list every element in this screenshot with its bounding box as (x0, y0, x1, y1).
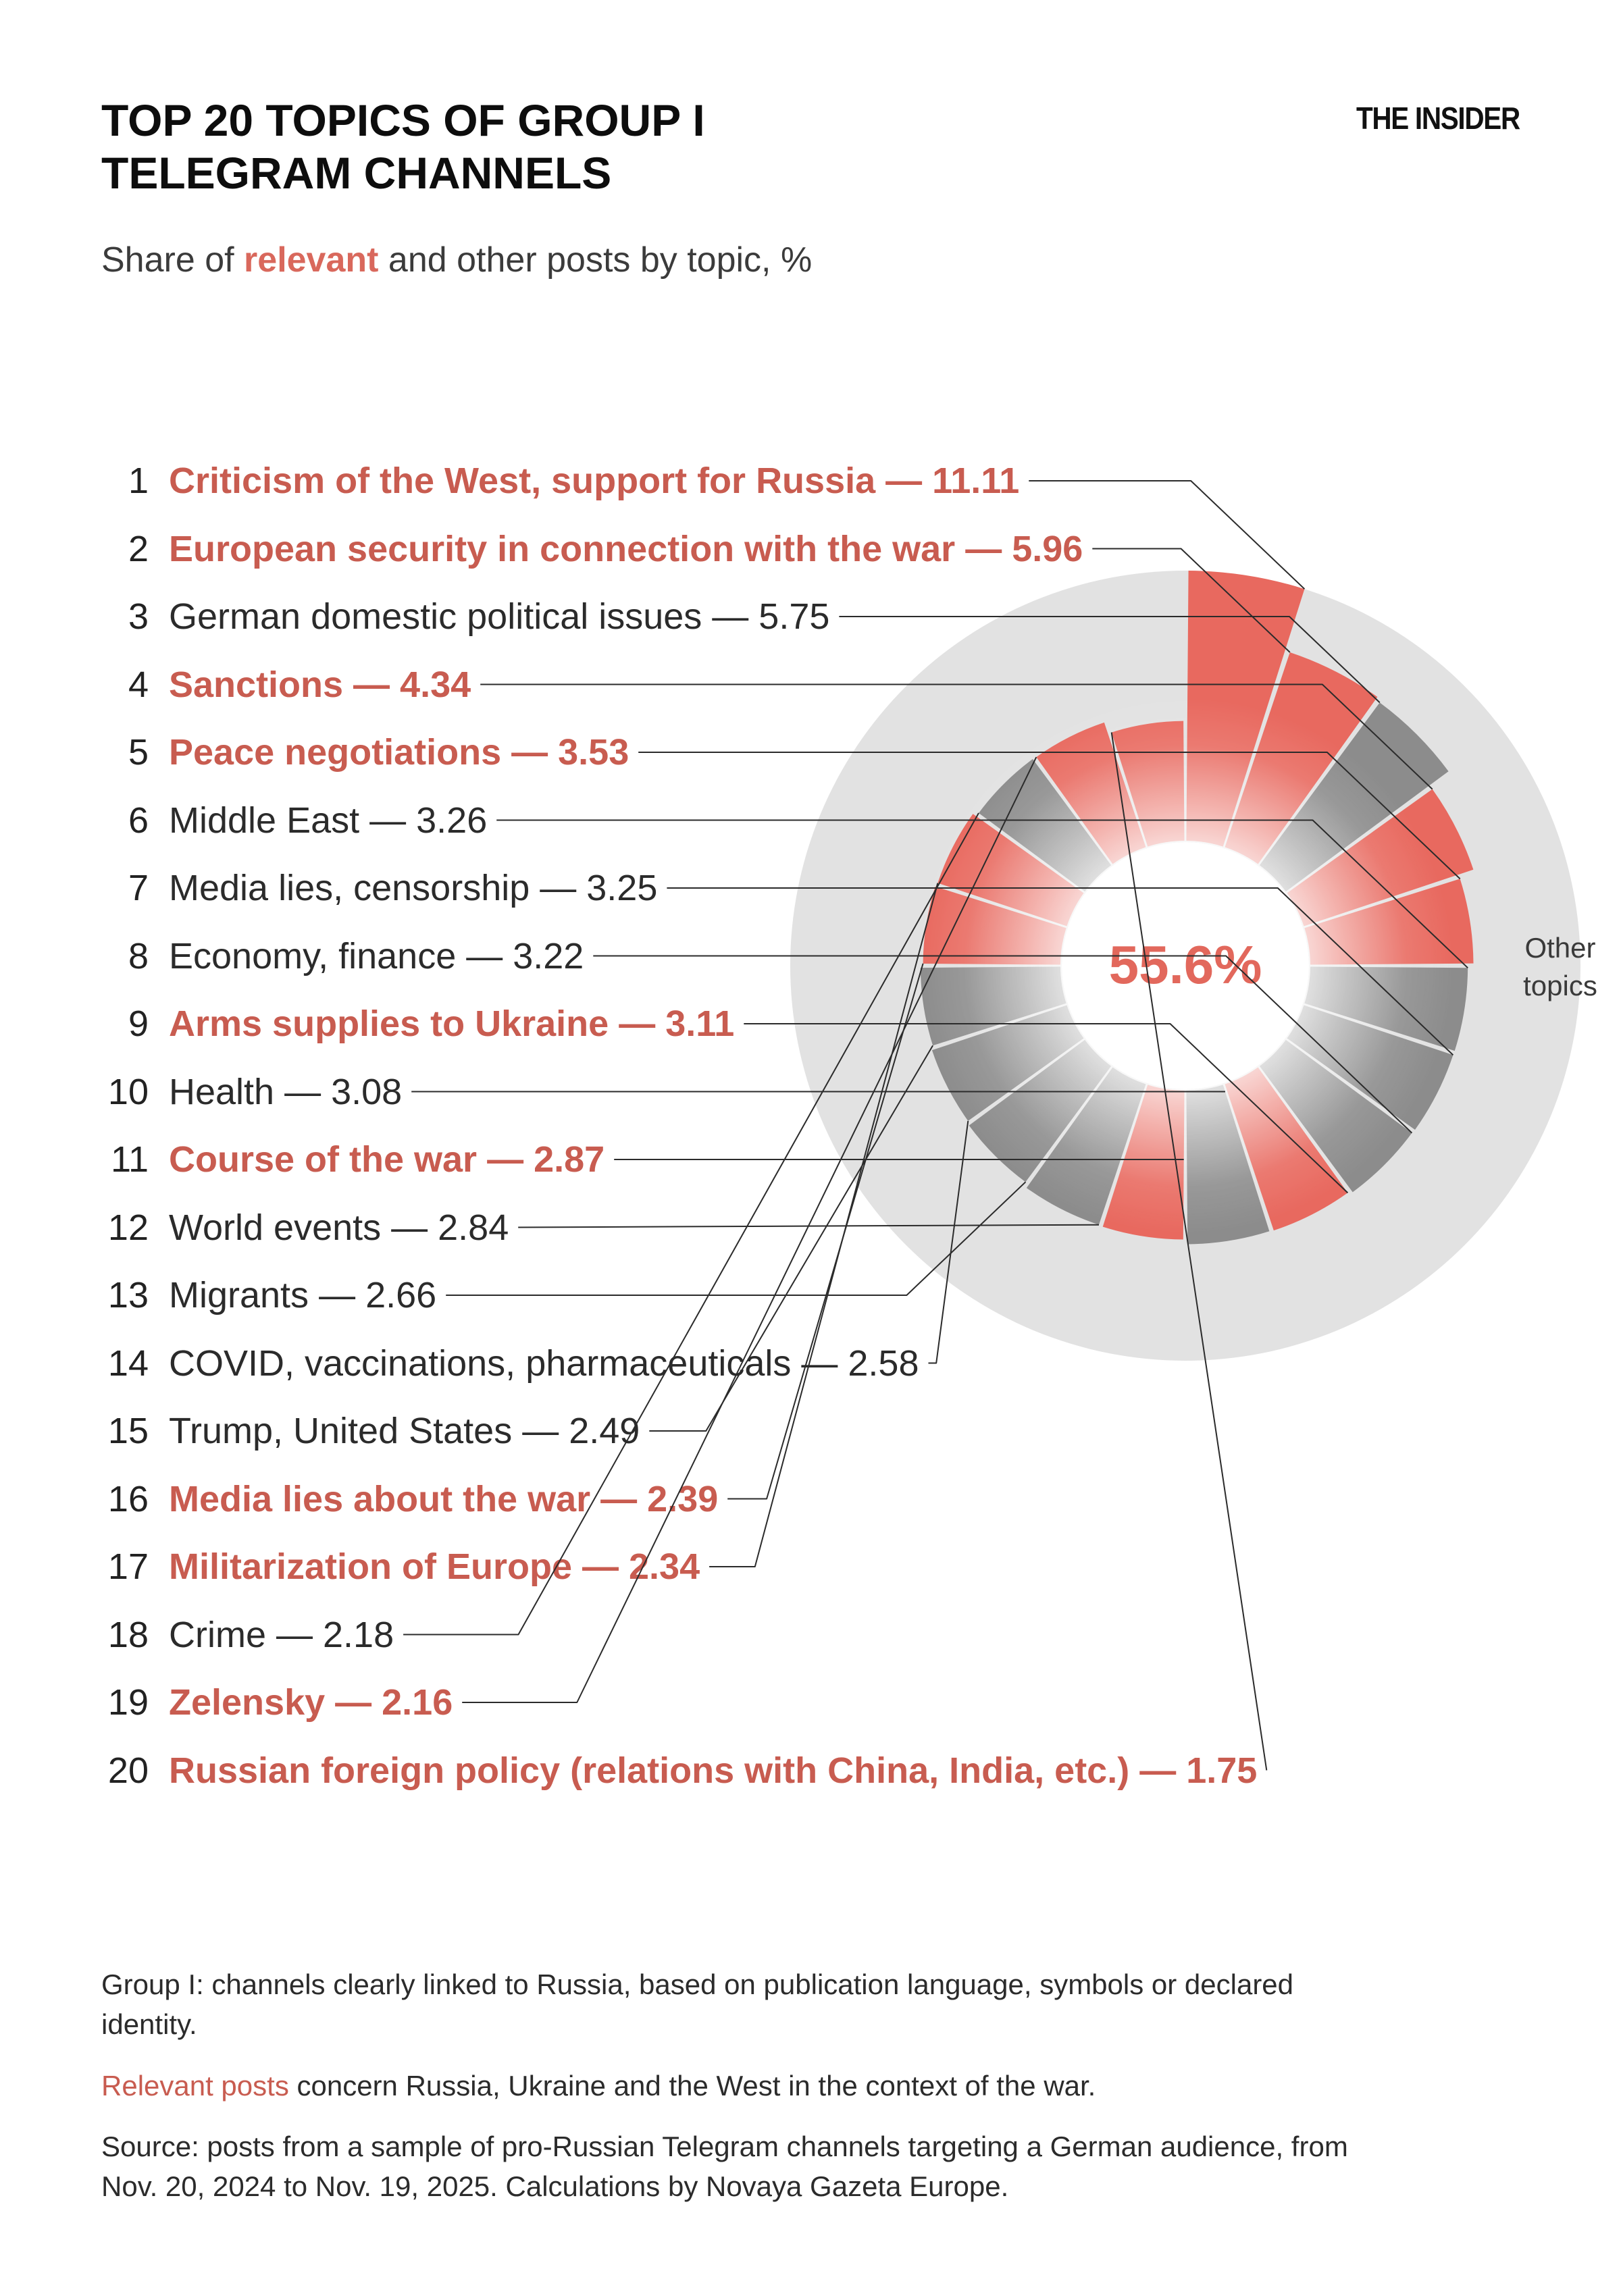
svg-text:topics: topics (1523, 970, 1597, 1001)
svg-text:55.6%: 55.6% (1109, 935, 1262, 995)
svg-text:Other: Other (1524, 932, 1595, 964)
